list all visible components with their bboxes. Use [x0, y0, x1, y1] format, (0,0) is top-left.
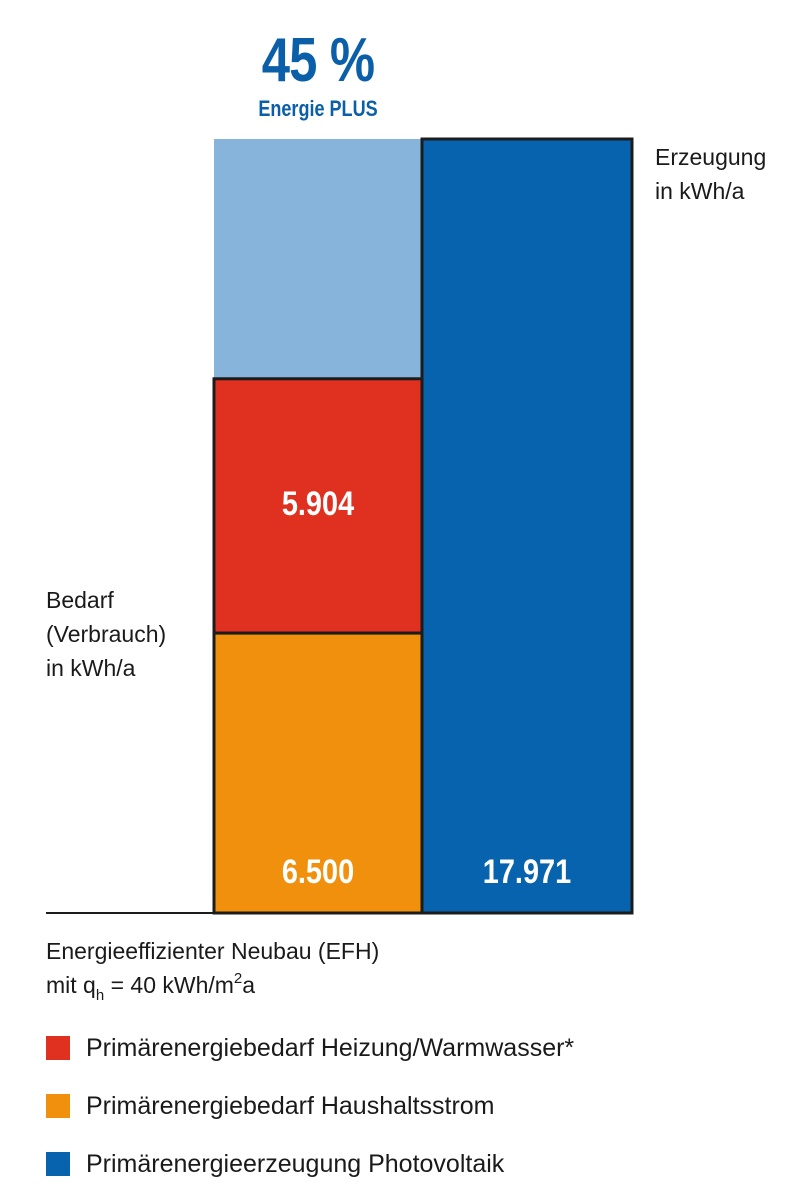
legend-item-heating: Primärenergiebedarf Heizung/Warmwasser* [46, 1030, 574, 1066]
surplus-bar [214, 139, 422, 379]
erzeugung-label-line: in kWh/a [655, 178, 745, 204]
caption-prefix: mit q [46, 972, 96, 998]
legend-swatch-pv [46, 1152, 70, 1176]
household-bar [212, 631, 424, 915]
caption-suffix: a [242, 972, 256, 998]
pv-bar [420, 137, 634, 915]
chart-caption: Energieeffizienter Neubau (EFH) mit qh =… [46, 934, 379, 1006]
legend-item-household: Primärenergiebedarf Haushaltsstrom [46, 1088, 574, 1124]
bedarf-label-line: (Verbrauch) [46, 621, 167, 647]
caption-line-2: mit qh = 40 kWh/m2a [46, 968, 379, 1006]
surplus-subtitle: Energie PLUS [258, 96, 378, 121]
bedarf-label-line: Bedarf [46, 587, 114, 613]
legend: Primärenergiebedarf Heizung/Warmwasser* … [46, 1030, 574, 1204]
erzeugung-label-line: Erzeugung [655, 144, 767, 170]
heating-value-label: 5.904 [282, 484, 355, 523]
legend-label: Primärenergiebedarf Haushaltsstrom [86, 1092, 495, 1120]
heating-bar [212, 377, 424, 635]
caption-line-1: Energieeffizienter Neubau (EFH) [46, 938, 380, 964]
bedarf-label-line: in kWh/a [46, 655, 136, 681]
caption-superscript: 2 [233, 970, 243, 987]
legend-item-pv: Primärenergieerzeugung Photovoltaik [46, 1146, 574, 1182]
pv-value-label: 17.971 [483, 852, 571, 891]
legend-swatch-household [46, 1094, 70, 1118]
caption-subscript: h [95, 987, 105, 1004]
erzeugung-label: Erzeugung in kWh/a [655, 140, 766, 208]
legend-label: Primärenergieerzeugung Photovoltaik [86, 1150, 505, 1178]
bedarf-label: Bedarf (Verbrauch) in kWh/a [46, 583, 166, 685]
surplus-percent: 45 % [261, 26, 375, 95]
legend-label: Primärenergiebedarf Heizung/Warmwasser* [86, 1034, 575, 1062]
legend-swatch-heating [46, 1036, 70, 1060]
caption-mid: = 40 kWh/m [104, 972, 234, 998]
household-value-label: 6.500 [282, 852, 354, 891]
